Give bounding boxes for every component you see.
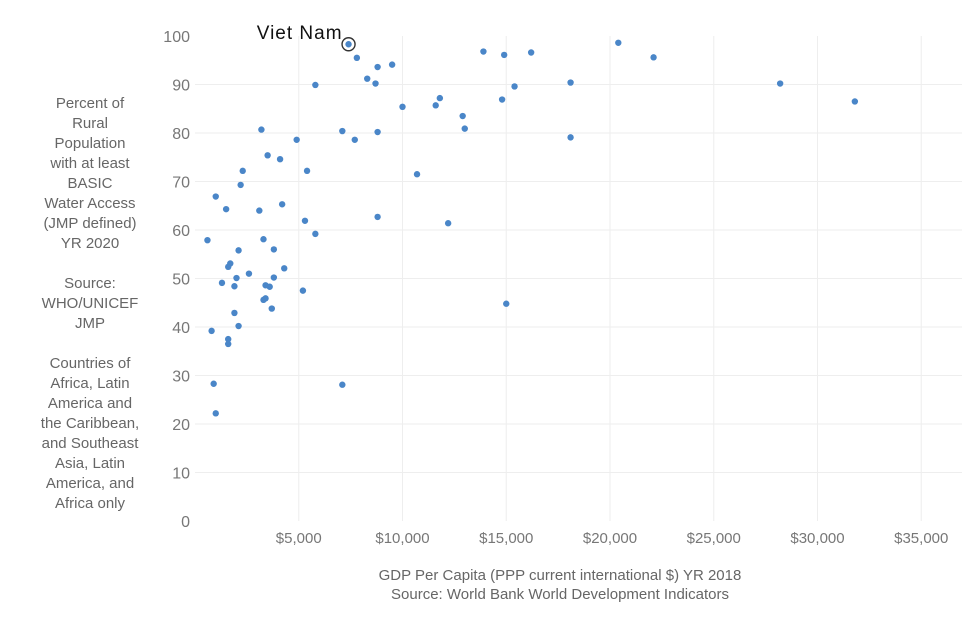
data-point[interactable] xyxy=(212,410,219,417)
y-tick-label: 20 xyxy=(172,417,190,434)
highlight-label-viet-nam: Viet Nam xyxy=(257,23,343,44)
data-point[interactable] xyxy=(270,246,278,253)
data-point[interactable] xyxy=(372,80,379,87)
data-point[interactable] xyxy=(262,295,269,302)
data-point[interactable] xyxy=(851,98,859,105)
y-tick-label: 10 xyxy=(172,466,190,483)
data-point[interactable] xyxy=(270,274,278,281)
data-point[interactable] xyxy=(208,327,215,335)
data-point[interactable] xyxy=(278,201,286,208)
data-point[interactable] xyxy=(339,127,346,135)
y-tick-label: 30 xyxy=(172,369,190,386)
y-axis-title-source: Source: WHO/UNICEF JMP xyxy=(41,275,139,332)
grid-lines xyxy=(195,36,962,521)
data-point[interactable] xyxy=(399,103,406,111)
data-point[interactable] xyxy=(256,207,263,214)
data-point[interactable] xyxy=(235,247,242,254)
data-point[interactable] xyxy=(281,265,288,272)
x-axis-title-metric: GDP Per Capita (PPP current internationa… xyxy=(378,567,742,584)
y-tick-label: 100 xyxy=(163,29,190,46)
data-point[interactable] xyxy=(503,300,510,307)
y-tick-label: 60 xyxy=(172,223,190,240)
data-point[interactable] xyxy=(364,75,371,82)
data-point[interactable] xyxy=(299,287,307,294)
data-point[interactable] xyxy=(266,283,273,290)
data-point[interactable] xyxy=(204,236,211,244)
data-point[interactable] xyxy=(303,167,311,175)
y-tick-label: 90 xyxy=(172,78,190,95)
data-point[interactable] xyxy=(432,102,439,109)
y-axis-title-metric: Percent of Rural Population with at leas… xyxy=(43,95,137,252)
y-tick-label: 40 xyxy=(172,320,190,337)
y-tick-label: 80 xyxy=(172,126,190,143)
data-point[interactable] xyxy=(567,79,574,86)
data-point[interactable] xyxy=(345,41,352,48)
x-tick-label: $35,000 xyxy=(894,530,948,547)
data-point[interactable] xyxy=(413,171,421,178)
highlight-ring xyxy=(341,37,356,52)
y-axis-title: Percent of Rural Population with at leas… xyxy=(28,94,152,534)
data-point[interactable] xyxy=(222,205,230,213)
y-axis-title-scope: Countries of Africa, Latin America and t… xyxy=(40,355,140,512)
x-tick-label: $20,000 xyxy=(583,530,637,547)
x-axis-title-source: Source: World Bank World Development Ind… xyxy=(391,586,729,603)
data-point[interactable] xyxy=(444,220,452,227)
data-point[interactable] xyxy=(231,283,238,290)
data-point[interactable] xyxy=(312,230,319,238)
data-point[interactable] xyxy=(374,63,381,71)
data-point[interactable] xyxy=(301,217,309,224)
data-point[interactable] xyxy=(231,309,238,317)
data-point[interactable] xyxy=(527,49,535,56)
data-point[interactable] xyxy=(436,94,444,102)
data-point[interactable] xyxy=(237,181,244,189)
data-point[interactable] xyxy=(218,279,226,287)
x-tick-label: $15,000 xyxy=(479,530,533,547)
data-point[interactable] xyxy=(351,136,358,143)
data-point[interactable] xyxy=(233,274,240,282)
data-points xyxy=(204,39,859,417)
data-point[interactable] xyxy=(388,61,396,68)
data-point[interactable] xyxy=(225,335,232,343)
data-point[interactable] xyxy=(212,193,219,200)
data-point[interactable] xyxy=(339,381,346,388)
data-point[interactable] xyxy=(511,83,518,90)
data-point[interactable] xyxy=(650,54,657,61)
data-point[interactable] xyxy=(312,81,319,89)
data-point[interactable] xyxy=(258,126,265,133)
highlight-group: Viet Nam xyxy=(257,23,356,52)
y-tick-label: 50 xyxy=(172,272,190,289)
data-point[interactable] xyxy=(459,112,466,120)
data-point[interactable] xyxy=(293,136,300,143)
data-point[interactable] xyxy=(239,167,246,175)
data-point[interactable] xyxy=(210,380,217,387)
y-axis-ticks: 0 10 20 30 40 50 60 70 80 90 100 xyxy=(163,29,190,531)
data-point[interactable] xyxy=(245,270,253,277)
x-tick-label: $25,000 xyxy=(687,530,741,547)
data-point[interactable] xyxy=(374,128,381,136)
y-tick-label: 0 xyxy=(181,514,190,531)
data-point[interactable] xyxy=(567,134,574,141)
data-point[interactable] xyxy=(268,305,275,312)
x-tick-label: $10,000 xyxy=(375,530,429,547)
data-point[interactable] xyxy=(264,152,271,159)
data-point[interactable] xyxy=(498,96,506,103)
data-point[interactable] xyxy=(461,125,468,132)
data-point[interactable] xyxy=(276,155,284,163)
x-tick-label: $5,000 xyxy=(276,530,322,547)
data-point[interactable] xyxy=(776,80,784,87)
y-tick-label: 70 xyxy=(172,175,190,192)
data-point[interactable] xyxy=(480,48,487,55)
data-point[interactable] xyxy=(374,213,381,221)
data-point[interactable] xyxy=(225,340,232,348)
data-point[interactable] xyxy=(260,236,267,243)
data-point[interactable] xyxy=(500,51,508,59)
x-axis-ticks: $5,000 $10,000 $15,000 $20,000 $25,000 $30,00… xyxy=(276,530,949,547)
data-point[interactable] xyxy=(235,322,242,330)
data-point[interactable] xyxy=(225,263,232,271)
data-point[interactable] xyxy=(615,39,622,46)
data-point[interactable] xyxy=(353,54,361,62)
x-tick-label: $30,000 xyxy=(790,530,844,547)
x-axis-title: GDP Per Capita (PPP current internationa… xyxy=(300,566,820,604)
